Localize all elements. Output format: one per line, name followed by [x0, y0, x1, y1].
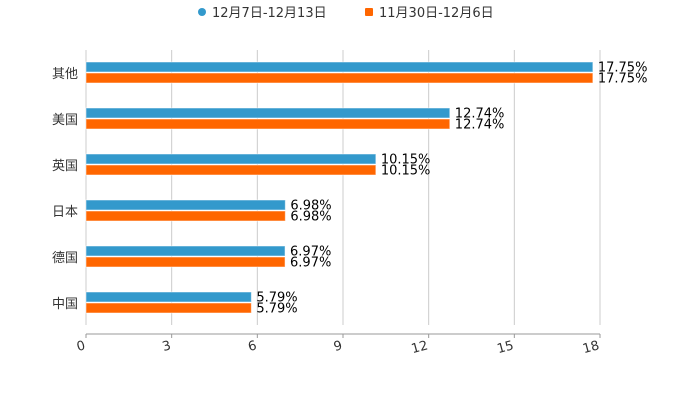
- data-label: 12.74%: [455, 107, 505, 122]
- x-tick-label: 15: [496, 338, 516, 357]
- bar: [85, 61, 594, 73]
- data-label: 12.74%: [455, 118, 505, 133]
- x-tick-label: 0: [75, 338, 87, 355]
- category-label: 中国: [52, 297, 78, 312]
- category-label: 德国: [52, 251, 78, 266]
- data-label: 6.97%: [290, 245, 331, 260]
- data-label: 10.15%: [381, 164, 431, 179]
- x-tick-label: 6: [246, 338, 258, 355]
- bar: [85, 291, 252, 303]
- legend-label: 12月7日-12月13日: [212, 6, 327, 21]
- bar: [85, 164, 377, 176]
- category-label: 英国: [52, 159, 78, 174]
- legend-marker-circle: [198, 8, 206, 16]
- legend-label: 11月30日-12月6日: [379, 6, 494, 21]
- legend-marker-square: [365, 8, 373, 16]
- bar: [85, 210, 286, 222]
- category-label: 美国: [52, 113, 78, 128]
- bar: [85, 199, 286, 211]
- category-label: 其他: [52, 67, 78, 82]
- bar: [85, 118, 451, 130]
- bar: [85, 245, 286, 257]
- x-tick-label: 9: [332, 338, 344, 355]
- data-label: 5.79%: [256, 291, 297, 306]
- data-label: 5.79%: [256, 302, 297, 317]
- data-label: 17.75%: [598, 72, 648, 87]
- data-label: 6.98%: [290, 199, 331, 214]
- data-label: 17.75%: [598, 61, 648, 76]
- data-label: 6.97%: [290, 256, 331, 271]
- bar: [85, 153, 377, 165]
- x-tick-label: 18: [581, 338, 601, 357]
- bar: [85, 72, 594, 84]
- x-tick-label: 3: [161, 338, 173, 355]
- x-tick-label: 12: [410, 338, 430, 357]
- bar: [85, 256, 286, 268]
- category-label: 日本: [52, 205, 78, 220]
- bar: [85, 302, 252, 314]
- data-label: 10.15%: [381, 153, 431, 168]
- bar: [85, 107, 451, 119]
- data-label: 6.98%: [290, 210, 331, 225]
